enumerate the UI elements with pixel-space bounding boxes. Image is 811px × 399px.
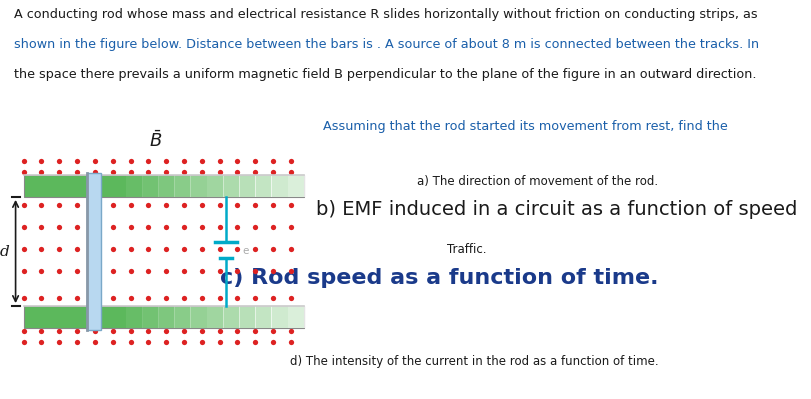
Bar bbox=[191, 175, 207, 197]
Text: the space there prevails a uniform magnetic field B perpendicular to the plane o: the space there prevails a uniform magne… bbox=[14, 68, 756, 81]
Bar bbox=[174, 306, 191, 328]
Bar bbox=[222, 306, 239, 328]
Bar bbox=[24, 306, 303, 328]
Text: A conducting rod whose mass and electrical resistance R slides horizontally with: A conducting rod whose mass and electric… bbox=[14, 8, 757, 21]
Bar bbox=[126, 306, 143, 328]
Bar bbox=[109, 175, 127, 197]
Bar bbox=[126, 175, 143, 197]
Text: $\bar{B}$: $\bar{B}$ bbox=[148, 130, 162, 151]
Text: c) Rod speed as a function of time.: c) Rod speed as a function of time. bbox=[220, 268, 658, 288]
Bar bbox=[255, 306, 272, 328]
Text: Assuming that the rod started its movement from rest, find the: Assuming that the rod started its moveme… bbox=[323, 120, 727, 133]
Bar bbox=[206, 306, 223, 328]
Bar bbox=[142, 175, 159, 197]
Bar bbox=[271, 306, 288, 328]
Bar bbox=[287, 306, 304, 328]
Bar bbox=[142, 306, 159, 328]
Bar bbox=[158, 306, 175, 328]
Text: shown in the figure below. Distance between the bars is . A source of about 8 m : shown in the figure below. Distance betw… bbox=[14, 38, 758, 51]
Text: e: e bbox=[242, 247, 248, 257]
Text: a) The direction of movement of the rod.: a) The direction of movement of the rod. bbox=[417, 175, 658, 188]
Bar bbox=[206, 175, 223, 197]
Text: d) The intensity of the current in the rod as a function of time.: d) The intensity of the current in the r… bbox=[290, 355, 658, 368]
Bar bbox=[238, 306, 255, 328]
Bar bbox=[287, 175, 304, 197]
Bar bbox=[191, 306, 207, 328]
Bar bbox=[238, 175, 255, 197]
Bar bbox=[24, 175, 303, 197]
Text: Traffic.: Traffic. bbox=[447, 243, 487, 256]
Bar bbox=[271, 175, 288, 197]
Bar bbox=[87, 173, 101, 330]
Text: b) EMF induced in a circuit as a function of speed: b) EMF induced in a circuit as a functio… bbox=[315, 200, 796, 219]
Bar bbox=[255, 175, 272, 197]
Bar bbox=[158, 175, 175, 197]
Text: d: d bbox=[0, 245, 10, 259]
Bar bbox=[174, 175, 191, 197]
Bar bbox=[222, 175, 239, 197]
Bar bbox=[109, 306, 127, 328]
